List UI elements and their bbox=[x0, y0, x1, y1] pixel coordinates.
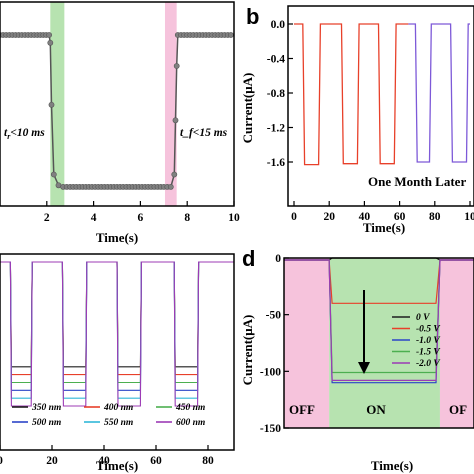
panel-b-series-purple bbox=[408, 23, 470, 163]
panel-c-xtick-label: 40 bbox=[98, 455, 110, 467]
panel-d-legend-label: -2.0 V bbox=[416, 359, 440, 369]
panel-c-ticks: 0 20 40 60 80 bbox=[0, 445, 214, 467]
panel-a-ticks: 2 4 6 8 10 bbox=[44, 201, 240, 224]
panel-b-ytick-label: -1.6 bbox=[267, 157, 285, 169]
panel-b-letter: b bbox=[246, 4, 259, 29]
panel-c-legend-label: 500 nm bbox=[32, 418, 61, 428]
panel-a-frame bbox=[0, 1, 235, 207]
panel-d-off-region bbox=[284, 258, 330, 428]
panel-a-xlabel: Time(s) bbox=[96, 230, 138, 245]
panel-b-series-red bbox=[294, 23, 409, 166]
panel-a-rise-annotation: tr<10 ms bbox=[4, 127, 45, 141]
panel-d-legend-label: -1.5 V bbox=[416, 348, 440, 358]
panel-c-xtick-label: 0 bbox=[0, 455, 3, 467]
panel-d-legend-label: -0.5 V bbox=[416, 325, 440, 335]
panel-c-legend: 350 nm 400 nm 450 nm 500 nm 550 nm 600 nm bbox=[12, 403, 205, 428]
panel-d-ticks: 0 -50 -100 -150 bbox=[260, 253, 289, 435]
panel-b-ytick-label: 0.0 bbox=[271, 19, 286, 31]
panel-a-point bbox=[46, 32, 52, 38]
panel-d-on-region bbox=[329, 258, 440, 428]
panel-c-xlabel: Time(s) bbox=[96, 458, 138, 473]
panel-a-xtick-label: 4 bbox=[91, 212, 97, 224]
panel-d-region-label: OF bbox=[449, 402, 467, 417]
panel-a-point bbox=[167, 183, 174, 190]
panel-a-line bbox=[0, 34, 234, 188]
panel-b-xtick-label: 0 bbox=[291, 211, 297, 223]
panel-c-wavelength-chart: 0 20 40 60 80 350 nm 400 nm 450 nm 500 nm 550 nm… bbox=[0, 253, 235, 473]
panel-c-series bbox=[0, 261, 234, 407]
panel-d-arrow-head bbox=[358, 362, 370, 374]
panel-c-legend-label: 600 nm bbox=[176, 418, 205, 428]
panel-b-stability-chart: b 0 20 40 60 80 10 0.0 -0.4 -0.8 -1.2 -1.6 One Mon… bbox=[240, 4, 474, 235]
panel-d-ytick-label: 0 bbox=[275, 253, 281, 265]
panel-d-series bbox=[284, 257, 474, 384]
panel-c-legend-label: 400 nm bbox=[103, 403, 133, 413]
panel-b-ticks: 0 20 40 60 80 10 0.0 -0.4 -0.8 -1.2 -1.6 bbox=[267, 19, 474, 223]
panel-a-xtick-label: 6 bbox=[138, 212, 144, 224]
panel-d-frame bbox=[283, 257, 474, 429]
panel-d-shaded-regions bbox=[284, 258, 474, 428]
panel-a-point bbox=[227, 32, 234, 38]
panel-b-ytick-label: -1.2 bbox=[267, 123, 285, 135]
panel-a-fall-annotation: t_f<15 ms bbox=[180, 127, 228, 139]
panel-b-ytick-label: -0.4 bbox=[267, 54, 285, 66]
panel-a-point bbox=[48, 101, 55, 108]
panel-b-xtick-label: 20 bbox=[323, 211, 335, 223]
panel-b-frame bbox=[287, 5, 474, 207]
panel-d-region-labels: OFF ON OF bbox=[289, 402, 467, 417]
panel-d-legend-label: -1.0 V bbox=[416, 336, 440, 346]
panel-d-letter: d bbox=[242, 246, 255, 271]
panel-b-ytick-label: -0.8 bbox=[267, 88, 285, 100]
panel-d-legend-label: 0 V bbox=[416, 313, 430, 323]
panel-b-series bbox=[294, 23, 470, 166]
panel-a-point bbox=[47, 39, 54, 46]
panel-c-xtick-label: 20 bbox=[46, 455, 58, 467]
panel-d-ylabel: Current(μA) bbox=[240, 315, 255, 386]
panel-b-xtick-label: 10 bbox=[464, 211, 474, 223]
panel-d-off-region-2 bbox=[439, 258, 474, 428]
panel-a-point bbox=[172, 117, 179, 124]
panel-c-series-5 bbox=[0, 261, 234, 407]
panel-b-xtick-label: 60 bbox=[394, 211, 406, 223]
panel-c-xtick-label: 60 bbox=[150, 455, 162, 467]
panel-a-xtick-label: 2 bbox=[44, 212, 50, 224]
panel-d-legend: 0 V -0.5 V-1.0 V -1.5 V-2.0 V bbox=[392, 313, 440, 369]
panel-b-xlabel: Time(s) bbox=[363, 220, 405, 235]
panel-a-shade-1 bbox=[164, 2, 177, 206]
panel-a-point bbox=[50, 171, 57, 178]
panel-b-annotation: One Month Later bbox=[368, 174, 466, 189]
panel-d-region-label: ON bbox=[366, 402, 386, 417]
panel-a-point bbox=[171, 171, 178, 178]
panel-d-series-4 bbox=[284, 259, 474, 381]
panel-b-xtick-label: 40 bbox=[359, 211, 371, 223]
panel-d-xlabel: Time(s) bbox=[371, 458, 413, 473]
panel-a-series bbox=[0, 32, 234, 190]
panel-a-xtick-label: 8 bbox=[184, 212, 190, 224]
panel-d-ytick-label: -100 bbox=[260, 366, 281, 378]
panel-d-bias-chart: d 0 -50 -100 -150 0 V -0.5 V-1.0 V -1.5 V-2.0… bbox=[240, 246, 474, 473]
panel-d-ytick-label: -150 bbox=[260, 423, 281, 435]
panel-d-region-label: OFF bbox=[289, 402, 315, 417]
panel-a-shaded-regions bbox=[50, 2, 177, 206]
panel-b-xtick-label: 80 bbox=[429, 211, 441, 223]
panel-c-frame bbox=[0, 253, 235, 451]
panel-c-legend-label: 350 nm bbox=[31, 403, 61, 413]
panel-d-ytick-label: -50 bbox=[266, 310, 282, 322]
panel-a-xtick-label: 10 bbox=[228, 212, 240, 224]
panel-c-legend-label: 450 nm bbox=[175, 403, 205, 413]
panel-c-legend-label: 550 nm bbox=[104, 418, 133, 428]
panel-a-rise-fall-chart: 2 4 6 8 10 tr<10 ms t_f<15 ms Time(s) bbox=[0, 1, 240, 245]
panel-b-ylabel: Current(μA) bbox=[240, 73, 255, 144]
panel-a-point bbox=[173, 63, 180, 69]
panel-c-xtick-label: 80 bbox=[202, 455, 214, 467]
